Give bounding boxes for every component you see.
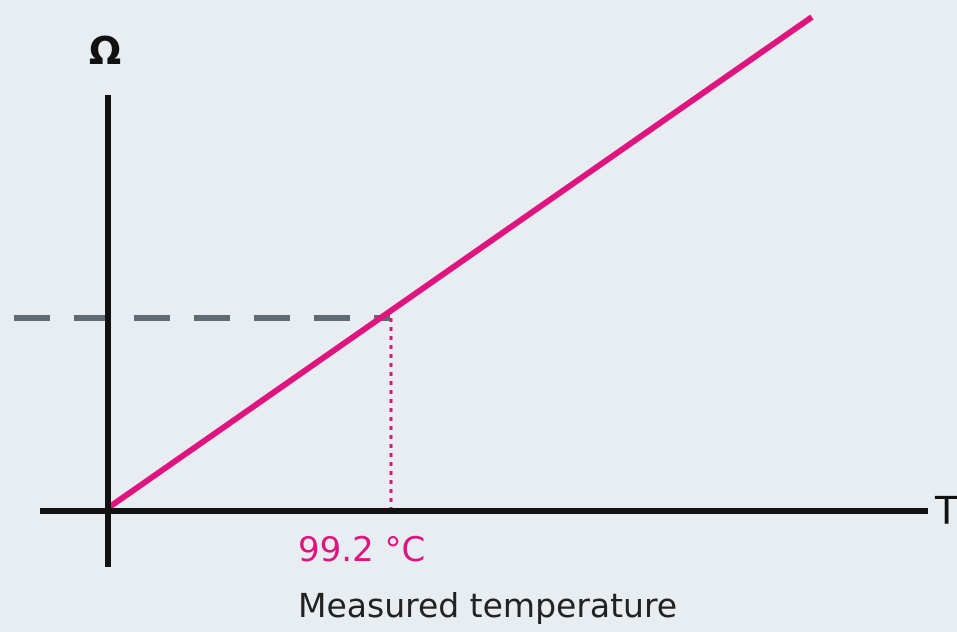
y-axis-label: Ω xyxy=(89,29,121,73)
measured-temperature-value: 99.2 °C xyxy=(298,530,425,570)
measured-temperature-caption: Measured temperature xyxy=(298,586,677,625)
resistance-temperature-line xyxy=(106,14,814,511)
x-axis-label: T xyxy=(934,489,957,533)
